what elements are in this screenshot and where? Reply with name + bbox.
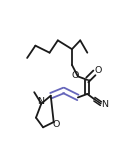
Text: N: N [38,97,45,106]
Text: O: O [71,71,79,80]
Text: O: O [94,66,102,75]
Text: N: N [101,100,108,109]
Text: O: O [52,120,59,129]
